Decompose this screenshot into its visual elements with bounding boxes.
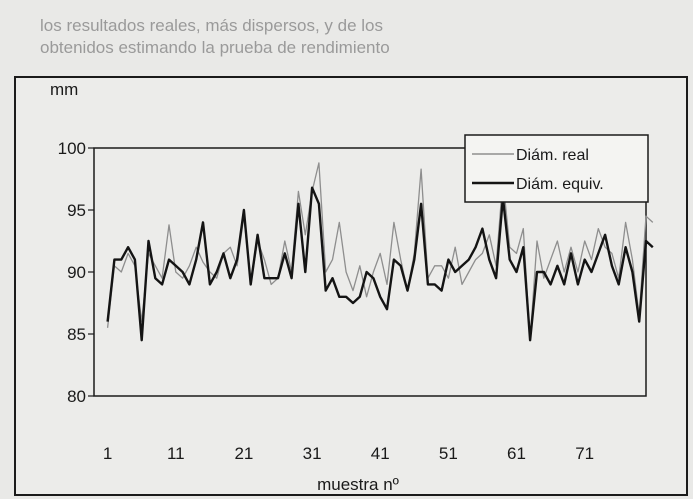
y-tick-label: 95 <box>67 201 86 220</box>
y-tick-label: 100 <box>58 139 86 158</box>
y-tick-label: 85 <box>67 325 86 344</box>
chart-frame: mm muestra nº 80 85 90 95 100 1 11 21 31 41 51 61 71… <box>14 76 688 496</box>
legend-label: Diám. real <box>516 147 589 164</box>
background-text-line-1: los resultados reales, más dispersos, y … <box>40 16 383 35</box>
x-tick-label: 71 <box>575 444 594 463</box>
y-axis-label: mm <box>50 80 78 99</box>
y-tick-label: 90 <box>67 263 86 282</box>
x-axis-label: muestra nº <box>317 475 399 494</box>
x-tick-label: 51 <box>439 444 458 463</box>
x-tick-label: 31 <box>303 444 322 463</box>
x-tick-label: 21 <box>234 444 253 463</box>
x-tick-label: 1 <box>103 444 112 463</box>
legend-label: Diám. equiv. <box>516 176 604 193</box>
x-tick-label: 41 <box>371 444 390 463</box>
legend-box <box>464 134 649 203</box>
x-tick-label: 11 <box>167 444 185 463</box>
series-line-diam-equiv <box>106 186 654 342</box>
x-tick-label: 61 <box>507 444 526 463</box>
y-tick-label: 80 <box>67 387 86 406</box>
background-text-line-2: obtenidos estimando la prueba de rendimi… <box>40 38 390 57</box>
